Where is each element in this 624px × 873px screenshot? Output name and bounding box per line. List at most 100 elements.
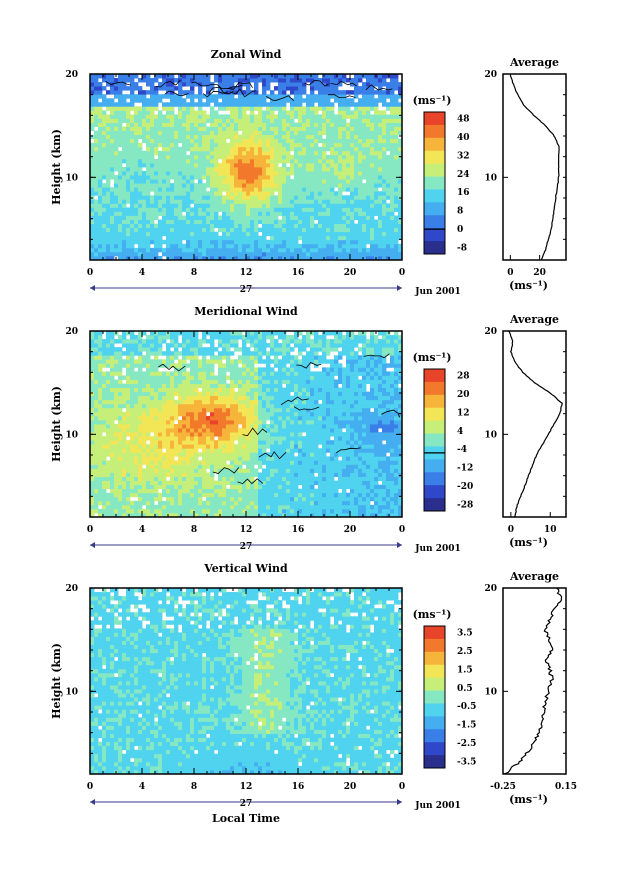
heatmap-cell bbox=[126, 175, 131, 180]
heatmap-cell bbox=[90, 363, 95, 368]
heatmap-cell bbox=[218, 207, 223, 212]
heatmap-cell bbox=[94, 78, 99, 83]
heatmap-cell bbox=[322, 175, 327, 180]
heatmap-cell bbox=[350, 223, 355, 229]
heatmap-cell bbox=[190, 146, 195, 152]
heatmap-cell bbox=[166, 391, 171, 397]
heatmap-cell bbox=[306, 146, 311, 152]
heatmap-cell bbox=[158, 383, 163, 389]
heatmap-cell bbox=[370, 171, 375, 176]
heatmap-cell bbox=[218, 154, 223, 160]
heatmap-cell bbox=[118, 496, 123, 502]
heatmap-cell bbox=[154, 371, 159, 376]
heatmap-cell bbox=[142, 227, 147, 233]
heatmap-cell bbox=[194, 512, 199, 518]
contour-line bbox=[330, 80, 357, 87]
heatmap-cell bbox=[242, 167, 247, 172]
heatmap-cell bbox=[378, 114, 383, 119]
heatmap-cell bbox=[186, 219, 191, 225]
heatmap-cell bbox=[158, 480, 163, 486]
heatmap-cell bbox=[182, 227, 187, 233]
heatmap-cell bbox=[218, 219, 223, 225]
heatmap-cell bbox=[326, 167, 331, 172]
heatmap-cell bbox=[126, 207, 131, 212]
heatmap-cell bbox=[154, 171, 159, 176]
heatmap-cell bbox=[354, 199, 359, 204]
heatmap-cell bbox=[138, 480, 143, 486]
heatmap-cell bbox=[342, 247, 347, 253]
heatmap-cell bbox=[262, 211, 267, 216]
heatmap-cell bbox=[250, 239, 255, 245]
heatmap-cell bbox=[362, 74, 367, 79]
heatmap-cell bbox=[170, 183, 175, 188]
heatmap-cell bbox=[218, 102, 223, 107]
heatmap-cell bbox=[318, 199, 323, 204]
heatmap-cell bbox=[186, 419, 191, 425]
heatmap-cell bbox=[218, 399, 223, 405]
heatmap-cell bbox=[326, 162, 331, 168]
heatmap-cell bbox=[214, 411, 219, 417]
chart-title: Zonal Wind bbox=[211, 48, 282, 61]
heatmap-cell bbox=[110, 251, 115, 257]
heatmap-cell bbox=[146, 138, 151, 144]
heatmap-cell bbox=[226, 239, 231, 245]
heatmap-cell bbox=[274, 227, 279, 233]
heatmap-cell bbox=[386, 138, 391, 144]
heatmap-cell bbox=[106, 363, 111, 368]
heatmap-cell bbox=[146, 134, 151, 140]
heatmap-cell bbox=[178, 106, 183, 111]
heatmap-cell bbox=[198, 114, 203, 119]
heatmap-cell bbox=[194, 239, 199, 245]
heatmap-cell bbox=[358, 126, 363, 132]
heatmap-cell bbox=[126, 195, 131, 200]
heatmap-cell bbox=[210, 456, 215, 461]
heatmap-cell bbox=[106, 179, 111, 184]
heatmap-cell bbox=[338, 150, 343, 156]
heatmap-cell bbox=[158, 199, 163, 204]
heatmap-cell bbox=[306, 247, 311, 253]
heatmap-cell bbox=[218, 239, 223, 245]
heatmap-cell bbox=[118, 387, 123, 393]
heatmap-cell bbox=[222, 452, 227, 457]
heatmap-cell bbox=[134, 472, 139, 477]
heatmap-cell bbox=[110, 387, 115, 393]
heatmap-cell bbox=[342, 142, 347, 148]
heatmap-cell bbox=[282, 98, 287, 103]
heatmap-cell bbox=[254, 239, 259, 245]
heatmap-cell bbox=[138, 440, 143, 445]
heatmap-cell bbox=[102, 187, 107, 192]
heatmap-cell bbox=[354, 110, 359, 115]
heatmap-cell bbox=[150, 419, 155, 425]
heatmap-cell bbox=[294, 231, 299, 237]
heatmap-cell bbox=[202, 508, 207, 514]
heatmap-cell bbox=[182, 142, 187, 148]
heatmap-cell bbox=[294, 167, 299, 172]
heatmap-cell bbox=[90, 227, 95, 233]
heatmap-cell bbox=[266, 114, 271, 119]
heatmap-cell bbox=[126, 415, 131, 421]
heatmap-cell bbox=[98, 452, 103, 457]
heatmap-cell bbox=[186, 94, 191, 99]
heatmap-cell bbox=[330, 227, 335, 233]
heatmap-cell bbox=[394, 227, 399, 233]
heatmap-cell bbox=[166, 472, 171, 477]
heatmap-cell bbox=[114, 207, 119, 212]
heatmap-cell bbox=[382, 146, 387, 152]
heatmap-cell bbox=[94, 110, 99, 115]
heatmap-cell bbox=[358, 255, 363, 261]
heatmap-cell bbox=[102, 94, 107, 99]
heatmap-cell bbox=[210, 347, 215, 352]
heatmap-cell bbox=[190, 167, 195, 172]
heatmap-cell bbox=[142, 98, 147, 103]
heatmap-cell bbox=[202, 395, 207, 401]
heatmap-cell bbox=[298, 130, 303, 136]
heatmap-cell bbox=[326, 171, 331, 176]
heatmap-cell bbox=[130, 448, 135, 453]
heatmap-cell bbox=[354, 243, 359, 249]
heatmap-cell bbox=[162, 419, 167, 425]
heatmap-cell bbox=[334, 219, 339, 225]
heatmap-cell bbox=[254, 162, 259, 168]
heatmap-cell bbox=[254, 86, 259, 91]
heatmap-cell bbox=[134, 335, 139, 340]
heatmap-cell bbox=[138, 407, 143, 413]
